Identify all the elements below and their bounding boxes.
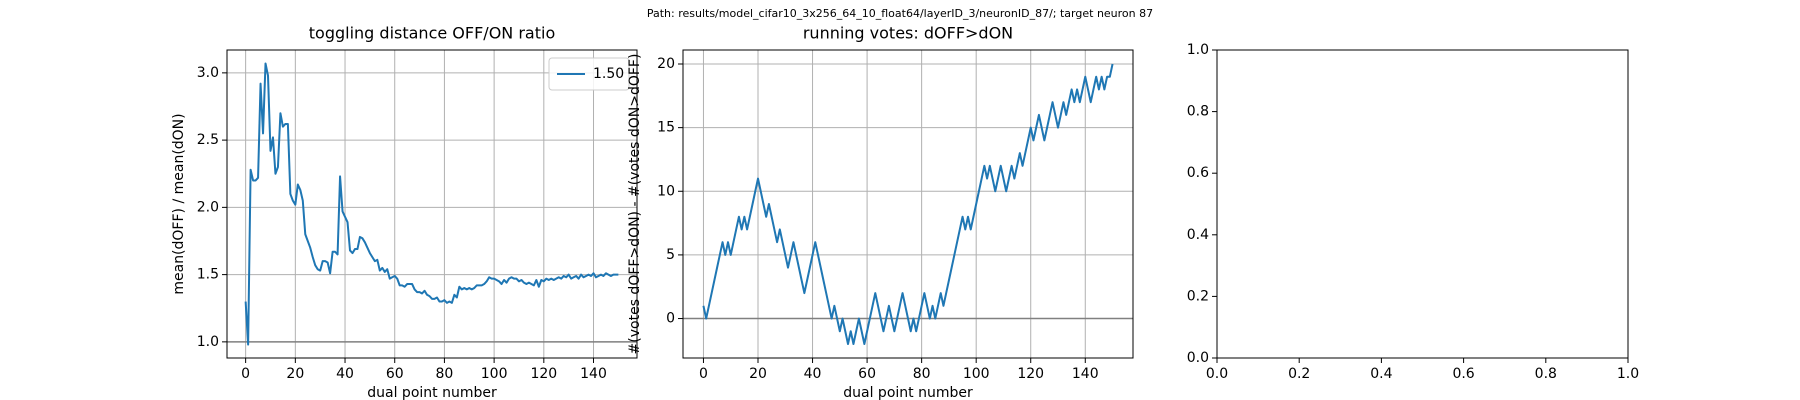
y-tick-label: 15	[657, 120, 675, 136]
y-tick-label: 5	[666, 247, 675, 263]
x-tick-label: 0.0	[1206, 366, 1228, 382]
x-tick-label: 100	[481, 366, 508, 382]
axes-frame	[226, 49, 638, 359]
data-line	[244, 62, 619, 346]
subplot: 0.0 0.2 0.4 0.6 0.8 1.0 0.0 0.2 0.4 0.6 0.8 1.0	[1187, 42, 1639, 382]
y-tick-label: 0.4	[1187, 227, 1209, 243]
y-tick-label: 2.0	[197, 199, 219, 215]
x-tick-label: 120	[1017, 366, 1044, 382]
axes-frame	[1216, 49, 1629, 359]
x-tick-label: 120	[530, 366, 557, 382]
x-tick-label: 140	[1072, 366, 1099, 382]
subplot-title: toggling distance OFF/ON ratio	[309, 24, 555, 43]
subplot: 0 20 40 60 80 100 120 140 0 5 10 15 20 running votes:…	[627, 24, 1134, 400]
x-tick-label: 0	[241, 366, 250, 382]
x-tick-label: 40	[804, 366, 822, 382]
x-tick-label: 60	[386, 366, 404, 382]
subplot-title: running votes: dOFF>dON	[803, 24, 1013, 43]
x-tick-label: 0.8	[1535, 366, 1557, 382]
x-tick-label: 140	[580, 366, 607, 382]
x-tick-label: 0	[699, 366, 708, 382]
x-tick-label: 40	[336, 366, 354, 382]
y-tick-label: 0.8	[1187, 104, 1209, 120]
x-tick-label: 20	[286, 366, 304, 382]
y-tick-label: 1.0	[1187, 42, 1209, 58]
x-tick-label: 0.4	[1370, 366, 1392, 382]
y-tick-label: 0	[666, 311, 675, 327]
y-tick-label: 0.0	[1187, 350, 1209, 366]
x-tick-label: 0.6	[1452, 366, 1474, 382]
x-tick-label: 20	[749, 366, 767, 382]
y-tick-label: 3.0	[197, 65, 219, 81]
x-tick-label: 80	[913, 366, 931, 382]
x-tick-label: 0.2	[1288, 366, 1310, 382]
y-tick-label: 1.5	[197, 267, 219, 283]
x-tick-label: 1.0	[1617, 366, 1639, 382]
y-tick-label: 1.0	[197, 334, 219, 350]
y-tick-label: 10	[657, 183, 675, 199]
legend-label: 1.50	[593, 66, 624, 82]
x-tick-label: 60	[858, 366, 876, 382]
y-tick-label: 20	[657, 56, 675, 72]
y-axis-label: #(votes dOFF>dON) - #(votes dON>dOFF)	[627, 54, 643, 355]
data-line	[702, 63, 1114, 345]
y-tick-label: 0.6	[1187, 165, 1209, 181]
subplot: 0 20 40 60 80 100 120 140 1.0 1.5 2.0 2.5 3.0 togglin…	[171, 24, 638, 400]
y-tick-label: 2.5	[197, 132, 219, 148]
x-tick-label: 100	[963, 366, 990, 382]
axes-frame	[682, 49, 1134, 359]
y-axis-label: mean(dOFF) / mean(dON)	[171, 113, 187, 294]
x-tick-label: 80	[436, 366, 454, 382]
y-tick-label: 0.2	[1187, 288, 1209, 304]
x-axis-label: dual point number	[843, 385, 973, 400]
suptitle: Path: results/model_cifar10_3x256_64_10_…	[647, 7, 1153, 20]
x-axis-label: dual point number	[367, 385, 497, 400]
legend-box	[548, 57, 630, 91]
